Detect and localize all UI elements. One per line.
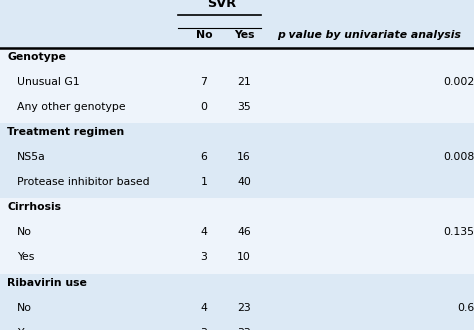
- Text: Genotype: Genotype: [7, 52, 66, 62]
- Text: 3: 3: [201, 252, 207, 262]
- Text: 10: 10: [237, 252, 251, 262]
- Text: 1: 1: [201, 177, 207, 187]
- Text: 35: 35: [237, 102, 251, 112]
- Text: 23: 23: [237, 303, 251, 313]
- Text: 3: 3: [201, 328, 207, 330]
- Text: 6: 6: [201, 152, 207, 162]
- Text: No: No: [17, 227, 32, 237]
- Bar: [0, 198, 474, 274]
- Text: Yes: Yes: [17, 328, 34, 330]
- Text: p value by univariate analysis: p value by univariate analysis: [277, 30, 461, 40]
- Text: No: No: [195, 30, 212, 40]
- Text: Protease inhibitor based: Protease inhibitor based: [17, 177, 149, 187]
- Text: Yes: Yes: [234, 30, 255, 40]
- Bar: [0, 123, 474, 198]
- Text: Unusual G1: Unusual G1: [17, 77, 79, 87]
- Text: 33: 33: [237, 328, 251, 330]
- Text: 0.6: 0.6: [457, 303, 474, 313]
- Text: 7: 7: [201, 77, 207, 87]
- Text: 4: 4: [201, 227, 207, 237]
- Text: 0: 0: [201, 102, 207, 112]
- Text: Any other genotype: Any other genotype: [17, 102, 125, 112]
- Text: SVR: SVR: [207, 0, 236, 10]
- Text: 0.135: 0.135: [443, 227, 474, 237]
- Text: 46: 46: [237, 227, 251, 237]
- Text: Yes: Yes: [17, 252, 34, 262]
- Text: NS5a: NS5a: [17, 152, 46, 162]
- Text: 4: 4: [201, 303, 207, 313]
- Text: 16: 16: [237, 152, 251, 162]
- Text: 21: 21: [237, 77, 251, 87]
- Text: Treatment regimen: Treatment regimen: [7, 127, 124, 137]
- Text: Ribavirin use: Ribavirin use: [7, 278, 87, 287]
- Text: 0.008: 0.008: [443, 152, 474, 162]
- Text: Cirrhosis: Cirrhosis: [7, 202, 61, 212]
- Text: 0.002: 0.002: [443, 77, 474, 87]
- Bar: [0, 48, 474, 123]
- Bar: [0, 274, 474, 330]
- Text: 40: 40: [237, 177, 251, 187]
- Text: No: No: [17, 303, 32, 313]
